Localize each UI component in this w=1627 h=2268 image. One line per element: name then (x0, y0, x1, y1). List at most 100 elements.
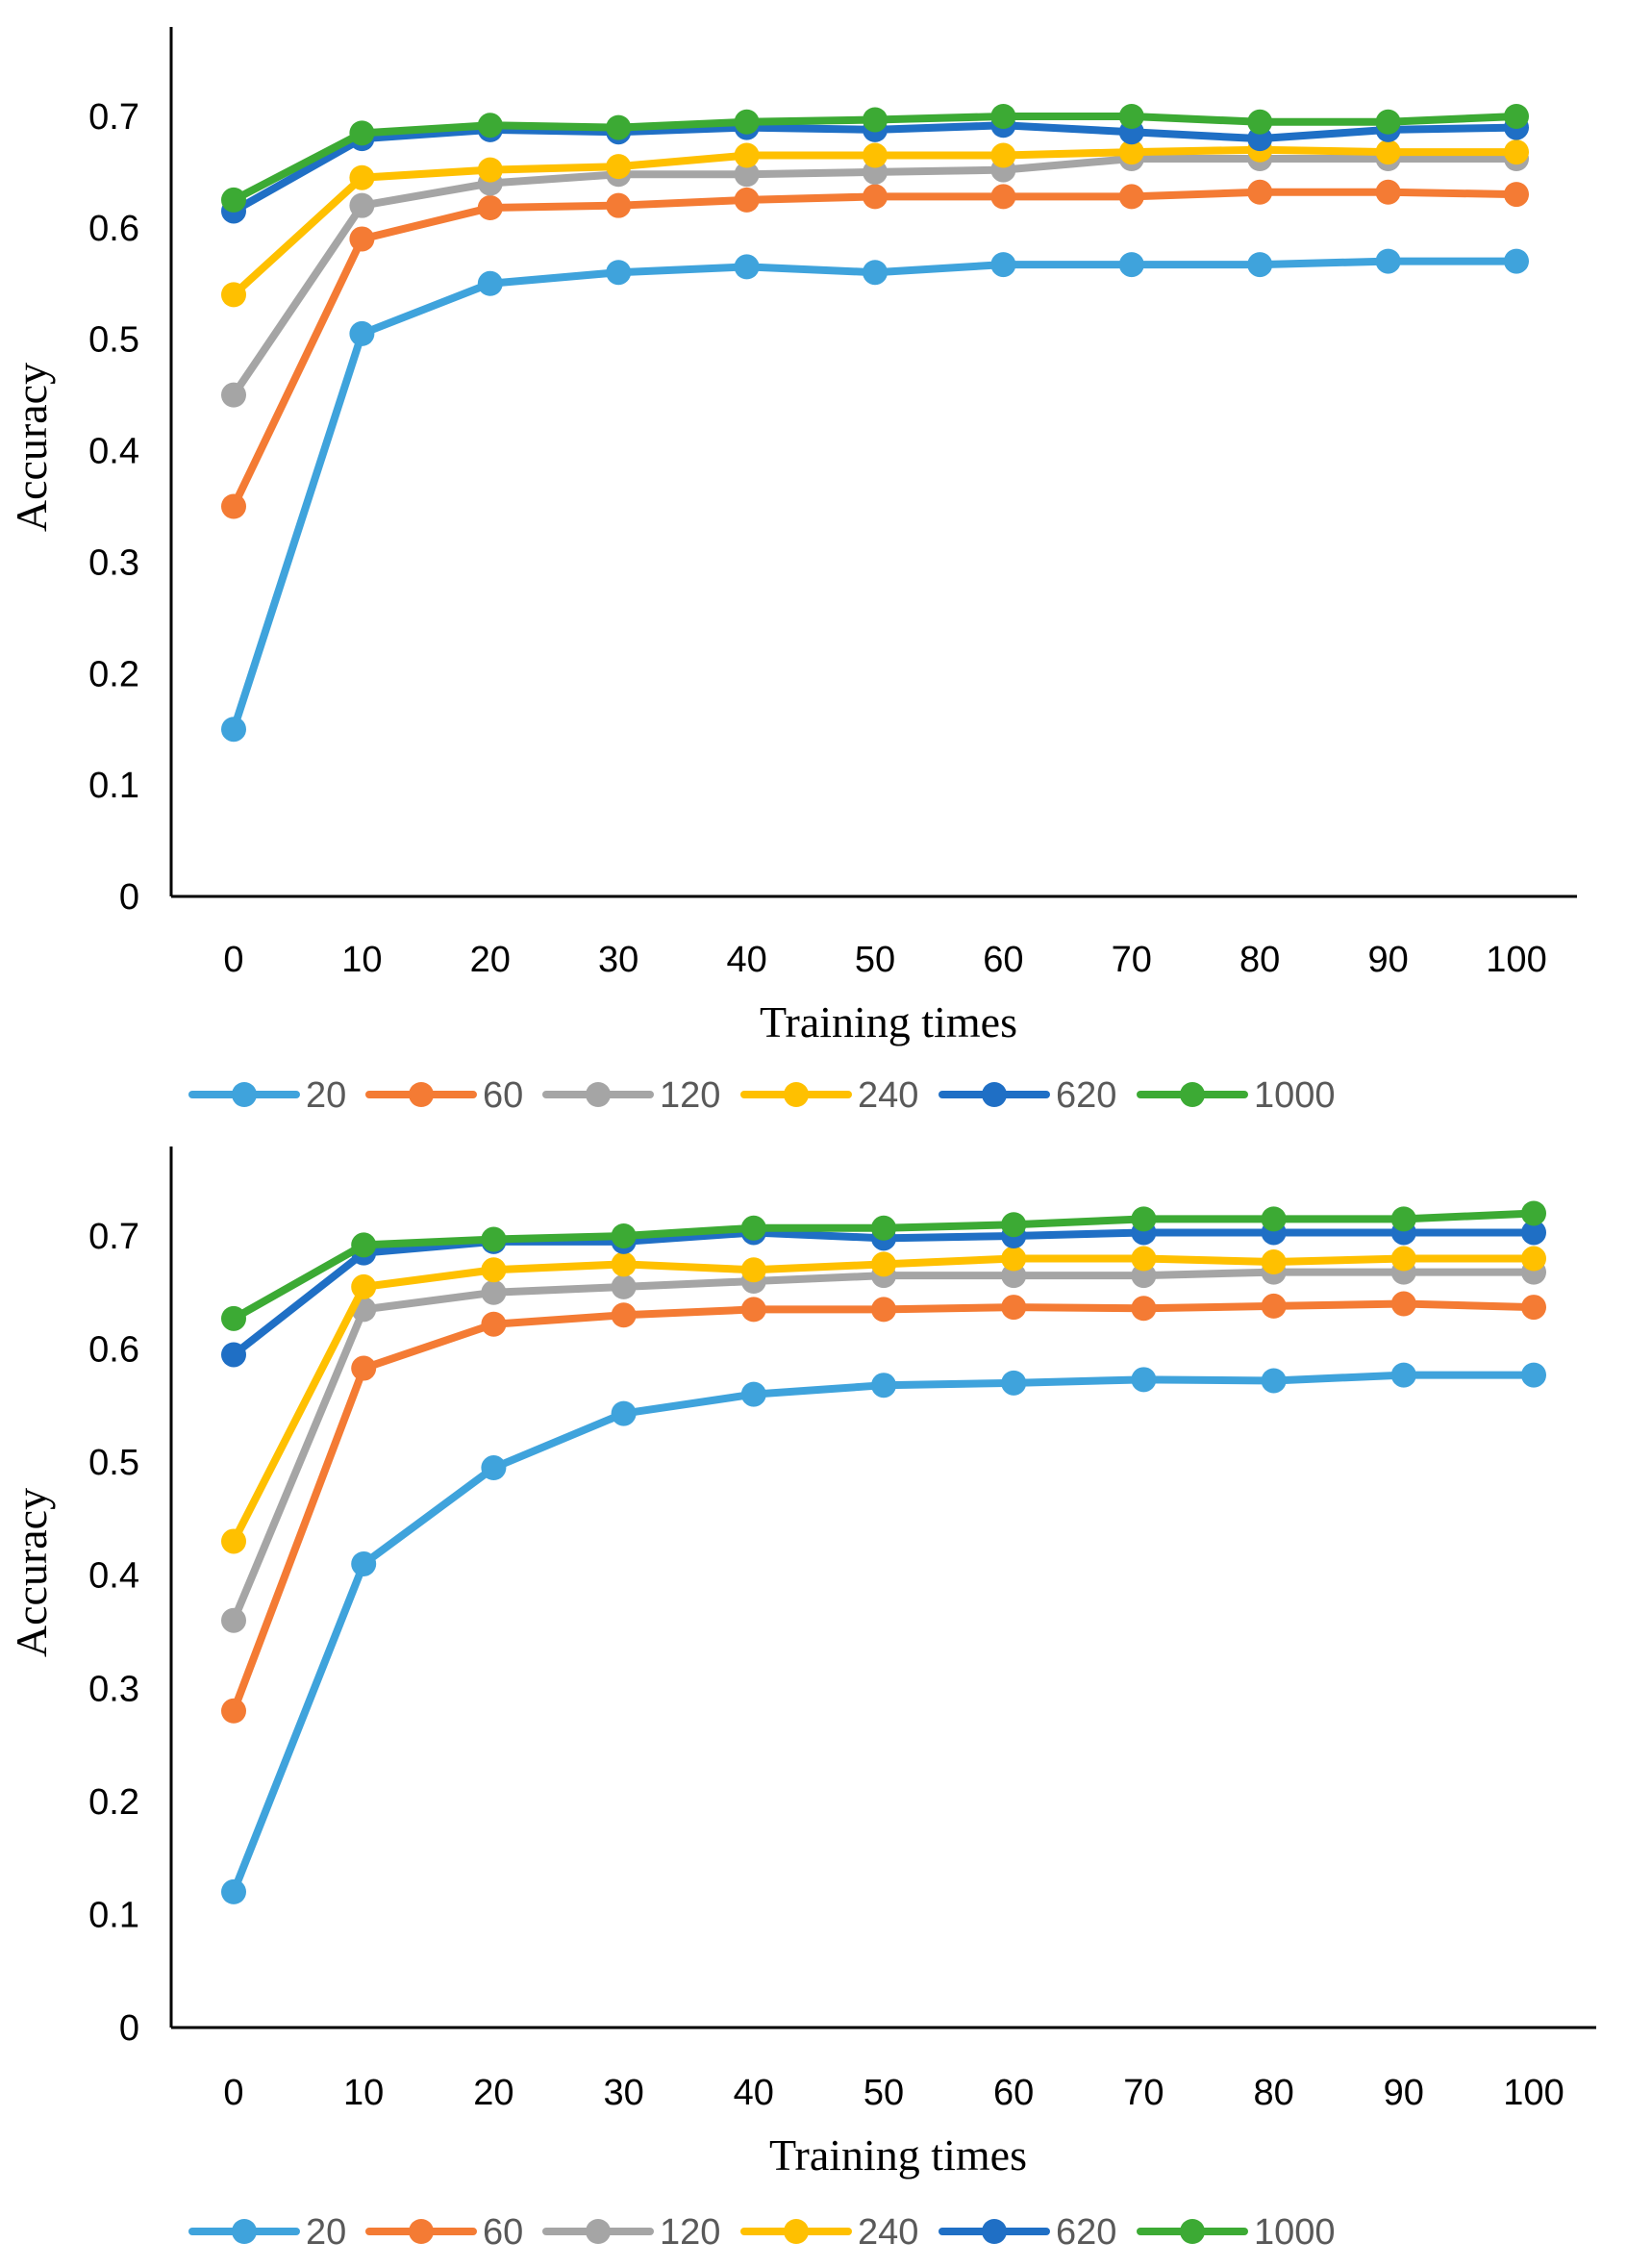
y-tick-label: 0.6 (88, 1330, 139, 1371)
data-point (351, 1232, 377, 1258)
data-point (863, 184, 888, 210)
data-point (221, 493, 246, 519)
x-tick-label: 90 (1384, 2073, 1424, 2113)
data-point (1001, 1212, 1027, 1238)
data-point (481, 1279, 507, 1305)
legend-swatch-marker (586, 1082, 611, 1107)
data-point (477, 113, 503, 139)
legend-label: 60 (483, 2212, 523, 2253)
legend-item-620: 620 (939, 1075, 1116, 1116)
data-point (1247, 109, 1273, 135)
data-point (1521, 1200, 1546, 1226)
x-tick-label: 100 (1486, 940, 1546, 980)
data-point (1504, 139, 1529, 165)
data-point (477, 195, 503, 221)
data-point (1001, 1246, 1027, 1272)
data-point (871, 1251, 896, 1277)
data-point (1001, 1370, 1027, 1396)
x-tick-label: 10 (343, 2073, 384, 2113)
legend: 20 60 120 240 620 1000 (188, 2212, 1336, 2253)
x-tick-label: 70 (1123, 2073, 1164, 2113)
series-240 (221, 137, 1529, 308)
data-point (990, 142, 1016, 168)
legend-swatch-marker (1180, 1082, 1205, 1107)
legend-swatch-marker (586, 2219, 611, 2244)
data-point (871, 1373, 896, 1399)
legend-swatch-marker (409, 1082, 434, 1107)
y-tick-label: 0.4 (88, 1556, 139, 1597)
legend-label: 240 (858, 2212, 918, 2253)
data-point (221, 187, 246, 213)
data-point (1131, 1246, 1157, 1272)
legend-item-120: 120 (542, 2212, 720, 2253)
legend-item-1000: 1000 (1137, 2212, 1336, 2253)
data-point (1390, 1246, 1416, 1272)
y-tick-label: 0.1 (88, 766, 139, 806)
data-point (481, 1455, 507, 1481)
data-point (990, 104, 1016, 129)
x-tick-label: 20 (473, 2073, 513, 2113)
data-point (734, 109, 760, 135)
data-point (1504, 182, 1529, 208)
legend-label: 120 (660, 2212, 720, 2253)
data-point (481, 1257, 507, 1283)
legend-item-240: 240 (740, 1075, 918, 1116)
series-60 (221, 1291, 1546, 1724)
legend-swatch-marker (784, 1082, 809, 1107)
data-point (1390, 1291, 1416, 1317)
data-point (477, 270, 503, 296)
data-point (221, 1607, 246, 1633)
data-point (606, 192, 632, 218)
series-line-120 (230, 1268, 1538, 1625)
legend-label: 60 (483, 1075, 523, 1116)
data-point (871, 1297, 896, 1323)
data-point (221, 1528, 246, 1554)
data-point (740, 1257, 766, 1283)
x-tick-label: 70 (1112, 940, 1152, 980)
data-point (740, 1381, 766, 1407)
data-point (349, 320, 375, 346)
y-tick-label: 0.4 (88, 432, 139, 472)
legend-swatch-marker (982, 2219, 1007, 2244)
data-point (611, 1273, 637, 1299)
data-point (863, 107, 888, 133)
data-point (1504, 104, 1529, 129)
data-point (1261, 1206, 1287, 1232)
legend-item-20: 20 (188, 2212, 346, 2253)
data-point (351, 1355, 377, 1381)
y-tick-label: 0.6 (88, 209, 139, 249)
legend-item-1000: 1000 (1137, 1075, 1336, 1116)
data-point (221, 282, 246, 308)
legend-label: 620 (1056, 1075, 1116, 1116)
x-tick-label: 60 (993, 2073, 1034, 2113)
data-point (349, 226, 375, 252)
data-point (734, 254, 760, 280)
data-point (221, 1878, 246, 1904)
data-point (221, 382, 246, 408)
data-point (1247, 252, 1273, 278)
series-line-620 (230, 1228, 1538, 1359)
data-point (1118, 104, 1144, 129)
data-point (734, 142, 760, 168)
x-tick-label: 40 (726, 940, 766, 980)
series-20 (221, 1362, 1546, 1904)
series-line-60 (230, 188, 1520, 511)
chart-2: 0 0.1 0.2 0.3 0.4 0.5 0.6 0.7 0 10 20 30 40 50 60 70 80 9… (7, 1147, 1596, 2253)
series-line-20 (230, 257, 1520, 734)
data-point (349, 192, 375, 218)
series-line-20 (230, 1371, 1538, 1896)
x-axis-title: Training times (760, 997, 1017, 1046)
data-point (477, 157, 503, 183)
series-1000 (221, 104, 1529, 213)
series-20 (221, 248, 1529, 743)
y-tick-label: 0.7 (88, 97, 139, 138)
data-point (606, 114, 632, 140)
y-tick-label: 0 (119, 877, 139, 918)
legend-label: 20 (306, 1075, 346, 1116)
y-tick-label: 0.5 (88, 320, 139, 361)
data-point (481, 1226, 507, 1252)
y-tick-label: 0.7 (88, 1217, 139, 1257)
data-point (1118, 184, 1144, 210)
x-tick-label: 10 (341, 940, 382, 980)
